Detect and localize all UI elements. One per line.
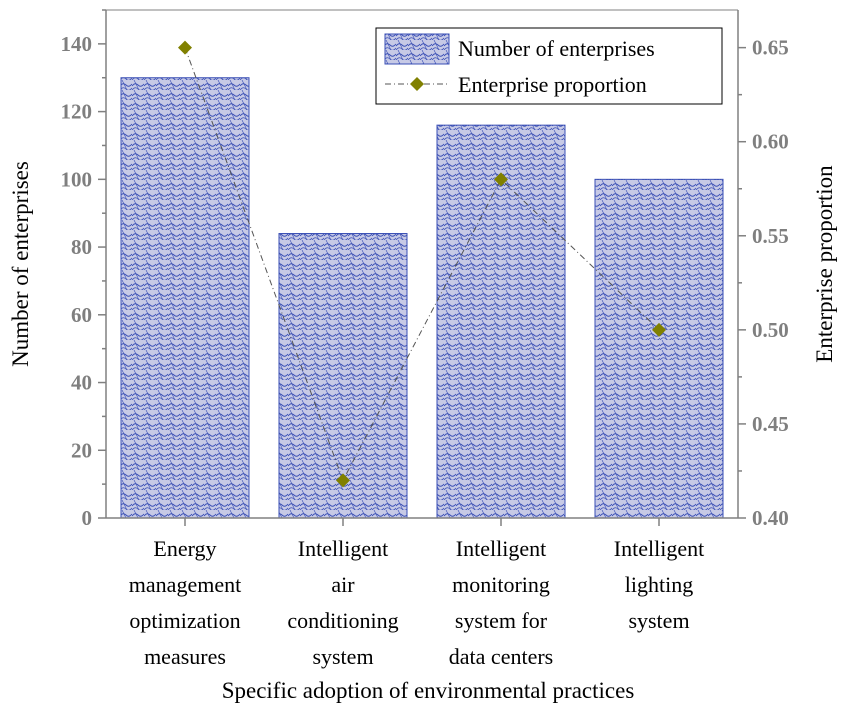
category-label: Intelligent monitoring system for data cent… <box>449 536 553 669</box>
left-tick-label: 80 <box>71 235 92 259</box>
left-tick-label: 20 <box>71 438 92 462</box>
left-tick-label: 0 <box>82 506 93 530</box>
axes: 0 20 40 60 80 100 120 140 0.40 0.45 0.50 0.55 0.60 0.… <box>8 9 837 703</box>
right-tick-label: 0.40 <box>752 506 789 530</box>
proportion-point <box>178 40 192 55</box>
left-tick-label: 60 <box>71 303 92 327</box>
bar <box>436 124 566 519</box>
proportion-point <box>652 322 666 337</box>
proportion-line <box>184 47 660 482</box>
right-tick-label: 0.65 <box>752 36 789 60</box>
plot-area <box>120 40 724 519</box>
right-axis-title: Enterprise proportion <box>812 165 837 363</box>
legend-label-bars: Number of enterprises <box>458 36 655 61</box>
left-tick-label: 140 <box>61 32 93 56</box>
bar <box>278 233 408 519</box>
left-tick-label: 100 <box>61 167 93 191</box>
left-axis-title: Number of enterprises <box>8 161 33 367</box>
right-tick-label: 0.50 <box>752 318 789 342</box>
proportion-point <box>494 172 508 187</box>
x-axis-title: Specific adoption of environmental pract… <box>222 678 635 703</box>
proportion-point <box>336 473 350 488</box>
category-label: Energy management optimization measures <box>129 536 241 669</box>
left-tick-label: 120 <box>61 100 93 124</box>
category-label: Intelligent air conditioning system <box>287 536 398 669</box>
bar <box>120 77 250 519</box>
legend-marker-swatch <box>410 77 424 91</box>
legend-label-line: Enterprise proportion <box>458 72 647 97</box>
right-tick-label: 0.60 <box>752 130 789 154</box>
legend: Number of enterprises Enterprise proporti… <box>375 27 723 105</box>
right-tick-label: 0.55 <box>752 224 789 248</box>
legend-bar-swatch <box>384 33 450 65</box>
left-tick-label: 40 <box>71 371 92 395</box>
bar <box>594 178 724 519</box>
right-tick-label: 0.45 <box>752 412 789 436</box>
category-label: Intelligent lighting system <box>614 536 704 633</box>
